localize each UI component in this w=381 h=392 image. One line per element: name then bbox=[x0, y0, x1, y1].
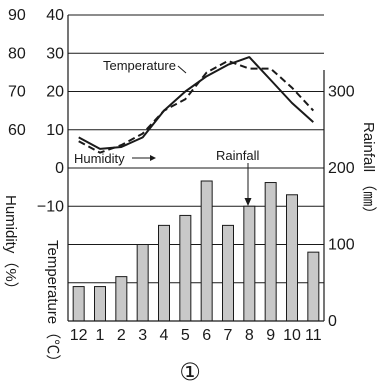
rainfall-bar bbox=[179, 214, 192, 322]
series-lines bbox=[78, 56, 315, 154]
rainfall-bar bbox=[243, 205, 256, 322]
rainfall-bar bbox=[115, 276, 128, 322]
humidity-axis-label: Humidity（%） bbox=[2, 195, 19, 297]
temperature-tick-label: 40 bbox=[46, 7, 64, 24]
rainfall-bar bbox=[72, 286, 85, 322]
rainfall-label-arrow bbox=[244, 163, 252, 206]
temperature-axis-label: Temperature（℃） bbox=[44, 240, 61, 369]
month-tick-label: 5 bbox=[181, 327, 190, 344]
month-tick-label: 3 bbox=[138, 327, 147, 344]
month-tick-label: 11 bbox=[305, 327, 322, 344]
month-tick-label: 1 bbox=[96, 327, 105, 344]
humidity-tick-label: 70 bbox=[8, 84, 26, 101]
temperature-tick-label: 30 bbox=[46, 45, 64, 62]
rainfall-bar bbox=[307, 251, 320, 322]
temperature-tick-label: 10 bbox=[46, 122, 64, 139]
humidity-tick-label: 90 bbox=[8, 7, 26, 24]
temperature-tick-label: 20 bbox=[46, 84, 64, 101]
rainfall-tick-label: 300 bbox=[328, 84, 355, 101]
temperature-line bbox=[78, 56, 314, 150]
rainfall-bar bbox=[136, 244, 149, 322]
rainfall-bar bbox=[200, 180, 213, 322]
month-tick-label: 2 bbox=[117, 327, 126, 344]
month-tick-label: 7 bbox=[224, 327, 233, 344]
grid-lines bbox=[68, 14, 324, 284]
humidity-line bbox=[78, 59, 315, 154]
temperature-tick-label: −10 bbox=[37, 198, 64, 215]
month-tick-label: 4 bbox=[160, 327, 169, 344]
temperature-series-label: Temperature bbox=[103, 58, 176, 73]
axes bbox=[67, 15, 325, 322]
temperature-label-leader bbox=[177, 65, 187, 74]
month-tick-label: 10 bbox=[283, 327, 301, 344]
month-tick-label: 8 bbox=[245, 327, 254, 344]
figure-number: ① bbox=[179, 358, 201, 386]
rainfall-bar bbox=[158, 224, 170, 322]
rainfall-bars bbox=[72, 180, 320, 322]
rainfall-tick-label: 200 bbox=[328, 160, 355, 177]
rainfall-series-label: Rainfall bbox=[216, 148, 259, 163]
rainfall-bar bbox=[286, 194, 298, 322]
month-tick-label: 9 bbox=[266, 327, 275, 344]
month-tick-label: 12 bbox=[70, 327, 88, 344]
humidity-tick-label: 60 bbox=[8, 122, 26, 139]
rainfall-bar bbox=[222, 224, 234, 322]
temperature-tick-label: 0 bbox=[55, 160, 64, 177]
humidity-tick-label: 80 bbox=[8, 45, 26, 62]
rainfall-tick-label: 100 bbox=[328, 237, 355, 254]
rainfall-tick-label: 0 bbox=[328, 313, 337, 330]
rainfall-axis-label: Rainfall （㎜） bbox=[360, 122, 377, 221]
humidity-label-leader bbox=[132, 155, 156, 161]
rainfall-bar bbox=[264, 182, 277, 322]
humidity-series-label: Humidity bbox=[74, 151, 125, 166]
rainfall-bar bbox=[94, 286, 106, 322]
month-tick-label: 6 bbox=[202, 327, 211, 344]
